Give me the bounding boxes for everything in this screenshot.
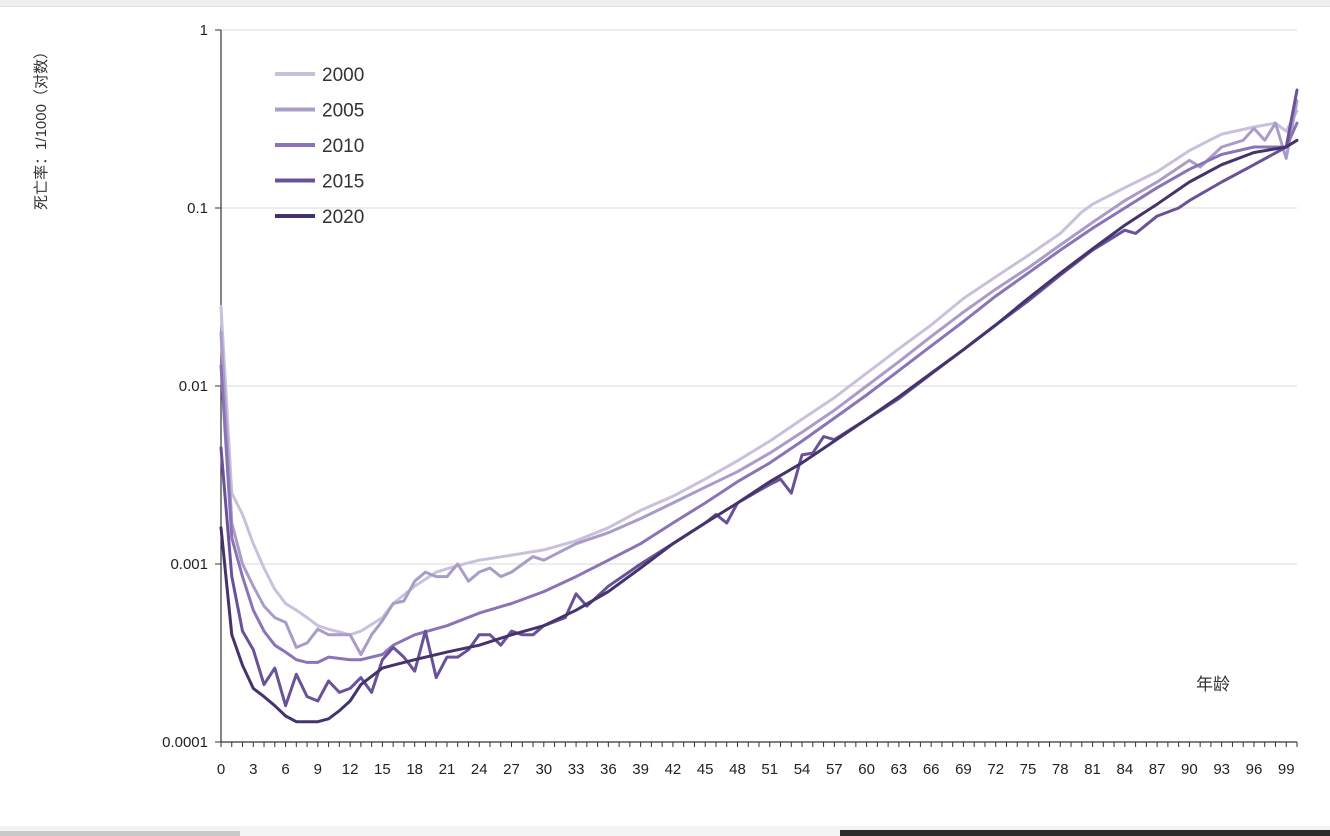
x-tick-label: 81 [1084, 761, 1101, 778]
legend-label-2015: 2015 [322, 172, 364, 193]
x-tick-label: 3 [249, 761, 257, 778]
series-lines [219, 88, 1299, 724]
x-tick-label: 96 [1246, 761, 1263, 778]
x-tick-label: 48 [729, 761, 746, 778]
series-line-2015 [219, 88, 1299, 708]
x-tick-label: 24 [471, 761, 488, 778]
x-tick-label: 57 [826, 761, 843, 778]
x-tick-label: 42 [665, 761, 682, 778]
x-axis-label: 年龄 [1196, 675, 1230, 694]
series-line-2000 [219, 109, 1299, 637]
x-tick-label: 90 [1181, 761, 1198, 778]
x-tick-label: 39 [632, 761, 649, 778]
top-window-strip [0, 0, 1330, 7]
x-tick-label: 6 [281, 761, 289, 778]
x-tick-label: 45 [697, 761, 714, 778]
x-tick-label: 54 [794, 761, 811, 778]
axes [215, 29, 1298, 747]
x-tick-label: 18 [406, 761, 423, 778]
legend-label-2010: 2010 [322, 136, 364, 157]
legend-label-2000: 2000 [322, 65, 364, 86]
x-tick-label: 87 [1149, 761, 1166, 778]
x-tick-label: 99 [1278, 761, 1295, 778]
x-tick-label: 93 [1213, 761, 1230, 778]
bottom-window-strip [0, 826, 1330, 836]
x-tick-label: 21 [439, 761, 456, 778]
x-tick-labels: 0 3 6 9 12 15 18 21 24 27 30 33 36 39 42 45 48 51 54 57 60 63… [217, 761, 1295, 778]
x-tick-label: 27 [503, 761, 520, 778]
legend-label-2020: 2020 [322, 207, 364, 228]
x-tick-label: 9 [314, 761, 322, 778]
y-tick-label: 0.0001 [162, 734, 208, 751]
y-tick-label: 0.1 [187, 200, 208, 217]
x-tick-label: 72 [987, 761, 1004, 778]
gridlines [221, 29, 1297, 565]
x-tick-label: 33 [568, 761, 585, 778]
x-tick-label: 78 [1052, 761, 1069, 778]
x-tick-label: 15 [374, 761, 391, 778]
y-tick-labels: 1 0.1 0.01 0.001 0.0001 [162, 22, 208, 751]
x-tick-label: 69 [955, 761, 972, 778]
legend: 2000 2005 2010 2015 2020 [275, 65, 364, 228]
y-tick-label: 0.001 [170, 556, 208, 573]
x-tick-label: 51 [761, 761, 778, 778]
series-line-2010 [219, 121, 1299, 664]
x-tick-label: 12 [342, 761, 359, 778]
x-tick-label: 66 [923, 761, 940, 778]
x-tick-label: 75 [1020, 761, 1037, 778]
x-tick-label: 0 [217, 761, 225, 778]
series-line-2005 [219, 99, 1299, 656]
x-tick-label: 30 [535, 761, 552, 778]
y-tick-label: 1 [200, 22, 208, 39]
y-axis-label: 死亡率：1/1000（对数） [33, 44, 50, 210]
y-tick-label: 0.01 [179, 378, 208, 395]
x-tick-label: 63 [891, 761, 908, 778]
x-tick-label: 84 [1116, 761, 1133, 778]
series-line-2020 [219, 138, 1299, 724]
legend-label-2005: 2005 [322, 101, 364, 122]
x-tick-label: 60 [858, 761, 875, 778]
x-tick-label: 36 [600, 761, 617, 778]
